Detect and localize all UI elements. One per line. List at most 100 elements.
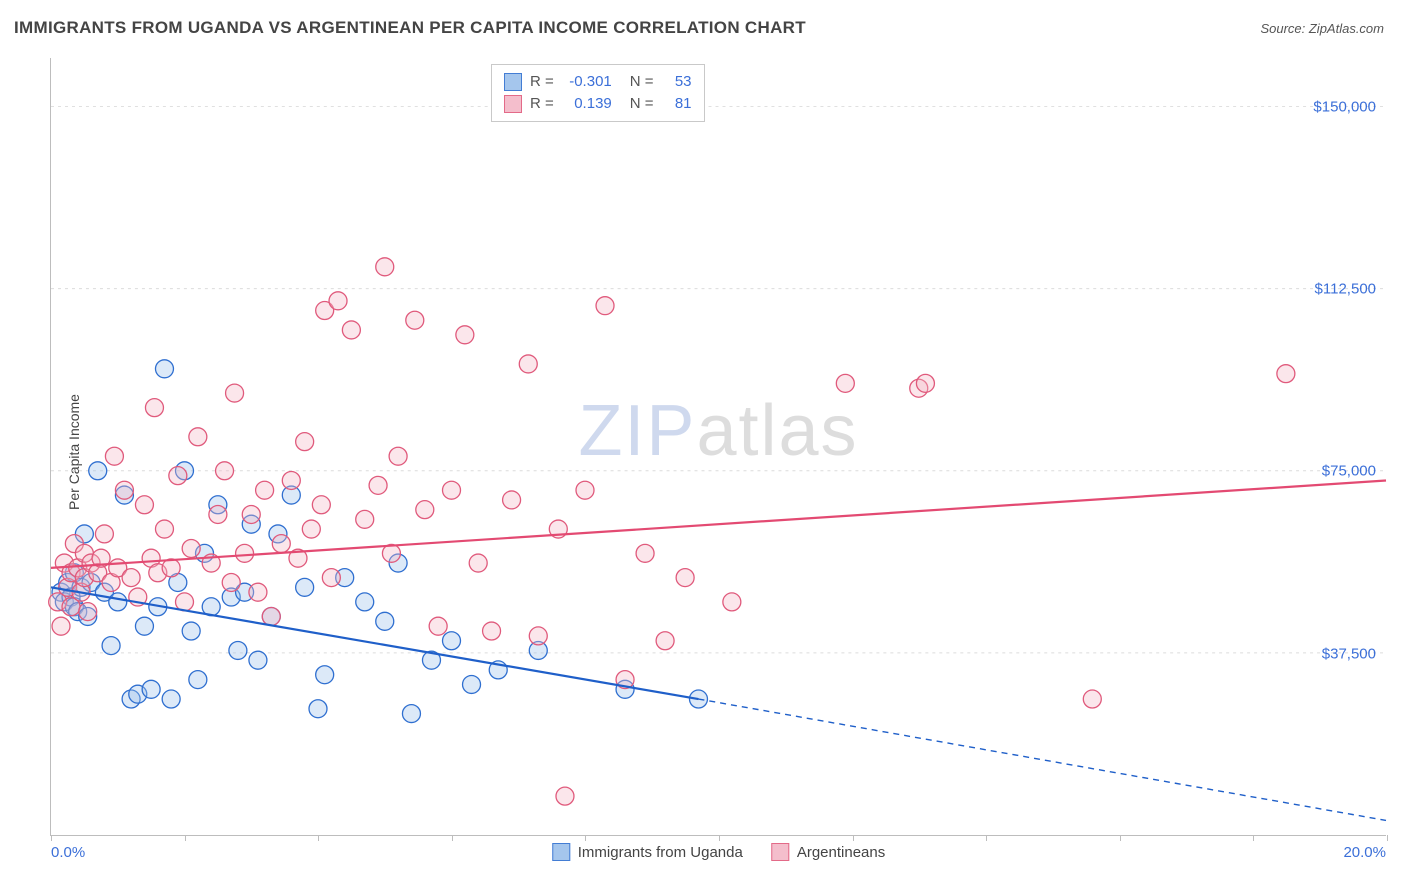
scatter-point: [576, 481, 594, 499]
x-tick: [1120, 835, 1121, 841]
scatter-point: [376, 612, 394, 630]
scatter-point: [529, 627, 547, 645]
scatter-point: [916, 374, 934, 392]
scatter-point: [209, 505, 227, 523]
scatter-point: [216, 462, 234, 480]
y-tick-label: $150,000: [1313, 98, 1376, 115]
scatter-point: [676, 569, 694, 587]
x-tick: [452, 835, 453, 841]
scatter-point: [249, 583, 267, 601]
swatch-series-1: [552, 843, 570, 861]
scatter-point: [416, 501, 434, 519]
x-tick: [1253, 835, 1254, 841]
y-tick-label: $37,500: [1322, 645, 1376, 662]
scatter-point: [456, 326, 474, 344]
scatter-point: [356, 593, 374, 611]
scatter-point: [142, 680, 160, 698]
scatter-point: [369, 476, 387, 494]
scatter-point: [52, 617, 70, 635]
scatter-point: [329, 292, 347, 310]
stats-row-series-1: R = -0.301 N = 53: [504, 71, 692, 93]
scatter-point: [102, 637, 120, 655]
scatter-point: [162, 559, 180, 577]
scatter-point: [226, 384, 244, 402]
scatter-point: [95, 525, 113, 543]
scatter-point: [109, 593, 127, 611]
scatter-point: [429, 617, 447, 635]
x-tick: [1387, 835, 1388, 841]
scatter-point: [596, 297, 614, 315]
scatter-point: [189, 671, 207, 689]
scatter-svg: [51, 58, 1386, 835]
scatter-point: [1277, 365, 1295, 383]
scatter-point: [402, 705, 420, 723]
scatter-point: [155, 360, 173, 378]
scatter-point: [302, 520, 320, 538]
legend-item-series-1: Immigrants from Uganda: [552, 843, 743, 861]
scatter-point: [296, 578, 314, 596]
y-tick-label: $75,000: [1322, 463, 1376, 480]
scatter-point: [262, 607, 280, 625]
scatter-point: [836, 374, 854, 392]
scatter-point: [309, 700, 327, 718]
x-tick: [318, 835, 319, 841]
scatter-point: [182, 622, 200, 640]
scatter-point: [312, 496, 330, 514]
legend-item-series-2: Argentineans: [771, 843, 885, 861]
scatter-point: [503, 491, 521, 509]
scatter-point: [723, 593, 741, 611]
chart-container: Per Capita Income ZIPatlas $37,500$75,00…: [46, 54, 1390, 854]
regression-line-extrapolated: [698, 699, 1386, 820]
scatter-point: [376, 258, 394, 276]
bottom-legend: Immigrants from Uganda Argentineans: [552, 843, 885, 861]
scatter-point: [122, 569, 140, 587]
scatter-point: [406, 311, 424, 329]
scatter-point: [236, 544, 254, 562]
scatter-point: [79, 603, 97, 621]
scatter-point: [656, 632, 674, 650]
x-tick: [853, 835, 854, 841]
scatter-point: [282, 472, 300, 490]
scatter-point: [443, 632, 461, 650]
scatter-point: [145, 399, 163, 417]
scatter-point: [169, 467, 187, 485]
scatter-point: [105, 447, 123, 465]
y-tick-label: $112,500: [1315, 280, 1376, 297]
swatch-series-2: [771, 843, 789, 861]
scatter-point: [242, 505, 260, 523]
scatter-point: [342, 321, 360, 339]
scatter-point: [272, 535, 290, 553]
scatter-point: [256, 481, 274, 499]
stats-legend: R = -0.301 N = 53 R = 0.139 N = 81: [491, 64, 705, 122]
scatter-point: [182, 539, 200, 557]
scatter-point: [356, 510, 374, 528]
scatter-point: [222, 573, 240, 591]
chart-title: IMMIGRANTS FROM UGANDA VS ARGENTINEAN PE…: [14, 18, 806, 38]
scatter-point: [389, 447, 407, 465]
x-tick: [185, 835, 186, 841]
scatter-point: [483, 622, 501, 640]
scatter-point: [322, 569, 340, 587]
scatter-point: [556, 787, 574, 805]
scatter-point: [249, 651, 267, 669]
scatter-point: [443, 481, 461, 499]
x-axis-max-label: 20.0%: [1343, 844, 1386, 861]
scatter-point: [519, 355, 537, 373]
scatter-point: [189, 428, 207, 446]
swatch-series-2: [504, 95, 522, 113]
legend-label: Immigrants from Uganda: [578, 844, 743, 861]
scatter-point: [135, 617, 153, 635]
source-credit: Source: ZipAtlas.com: [1260, 21, 1384, 36]
scatter-point: [469, 554, 487, 572]
scatter-point: [316, 666, 334, 684]
plot-area: ZIPatlas $37,500$75,000$112,500$150,000 …: [50, 58, 1386, 836]
legend-label: Argentineans: [797, 844, 885, 861]
scatter-point: [89, 462, 107, 480]
scatter-point: [162, 690, 180, 708]
scatter-point: [636, 544, 654, 562]
x-tick: [585, 835, 586, 841]
stats-row-series-2: R = 0.139 N = 81: [504, 93, 692, 115]
x-tick: [51, 835, 52, 841]
scatter-point: [229, 641, 247, 659]
swatch-series-1: [504, 73, 522, 91]
